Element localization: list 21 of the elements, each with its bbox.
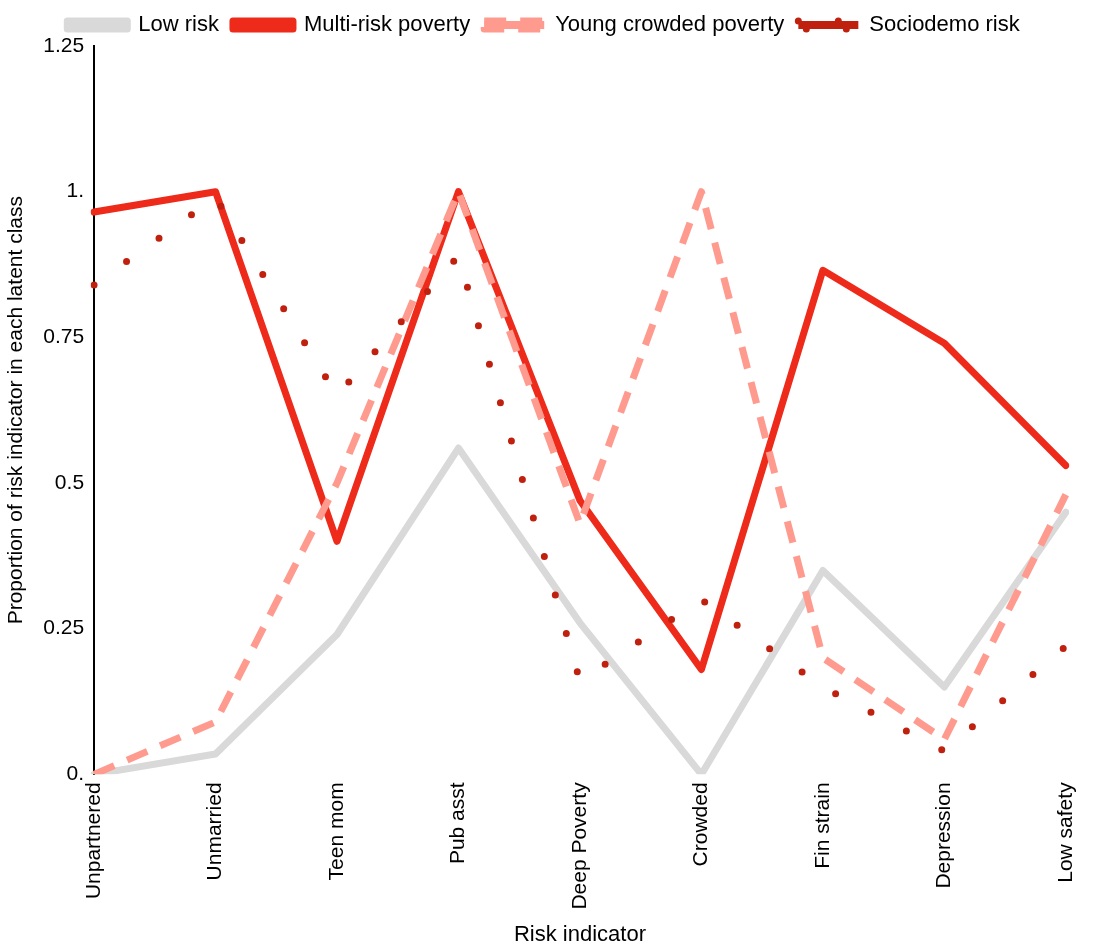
x-tick-label: Depression — [931, 782, 955, 889]
legend-label: Low risk — [138, 11, 220, 37]
x-tick-label: Unpartnered — [80, 782, 104, 900]
x-tick-label: Deep Poverty — [566, 781, 590, 910]
y-tick-label: 1. — [66, 178, 85, 202]
y-tick-label: 0. — [66, 761, 85, 785]
legend-label: Multi-risk poverty — [303, 11, 471, 37]
legend-label: Sociodemo risk — [869, 11, 1021, 37]
y-tick-label: 1.25 — [43, 32, 85, 56]
y-tick-label: 0.75 — [43, 324, 85, 348]
x-tick-label: Fin strain — [809, 782, 833, 869]
x-tick-label: Pub asst — [445, 782, 469, 865]
y-tick-label: 0.25 — [43, 615, 85, 639]
y-axis-title: Proportion of risk indicator in each latent class — [3, 195, 27, 625]
x-tick-label: Unmarried — [202, 782, 226, 881]
x-axis-title: Risk indicator — [513, 920, 646, 946]
x-tick-label: Low safety — [1052, 781, 1076, 883]
x-tick-label: Crowded — [688, 782, 712, 867]
y-tick-label: 0.5 — [54, 469, 85, 493]
legend-label: Young crowded poverty — [555, 11, 785, 37]
x-tick-label: Teen mom — [323, 782, 347, 881]
